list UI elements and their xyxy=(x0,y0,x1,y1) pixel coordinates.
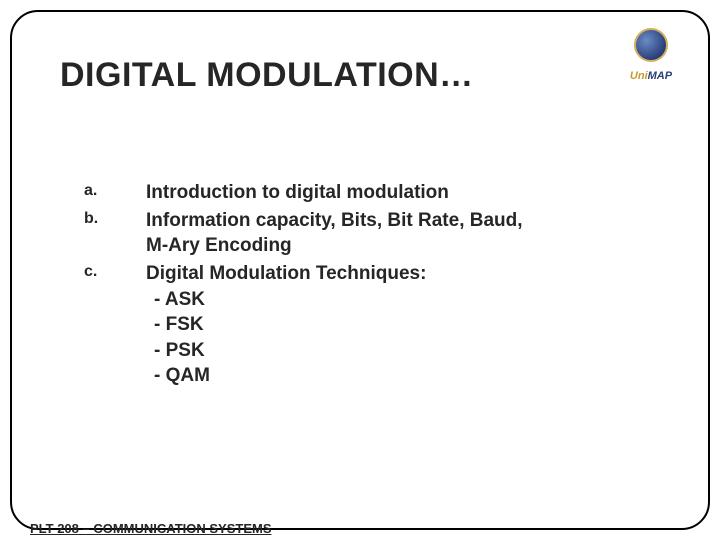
list-item-a: a. Introduction to digital modulation xyxy=(84,180,660,206)
list-body: Introduction to digital modulation xyxy=(146,180,449,206)
sub-list: - ASK - FSK - PSK - QAM xyxy=(146,287,426,390)
list-item-b: b. Information capacity, Bits, Bit Rate,… xyxy=(84,208,660,259)
sub-item: - ASK xyxy=(154,287,426,313)
list-body: Digital Modulation Techniques: - ASK - F… xyxy=(146,261,426,389)
logo-text-right: MAP xyxy=(648,70,672,82)
sub-item: - QAM xyxy=(154,363,426,389)
list-text-line2: M-Ary Encoding xyxy=(146,233,523,259)
logo-text: UniMAP xyxy=(620,70,682,82)
list-marker: a. xyxy=(84,180,146,200)
logo: UniMAP xyxy=(620,28,682,84)
logo-text-left: Uni xyxy=(630,70,648,82)
list-body: Information capacity, Bits, Bit Rate, Ba… xyxy=(146,208,523,259)
list-text-line1: Information capacity, Bits, Bit Rate, Ba… xyxy=(146,208,523,234)
logo-globe-icon xyxy=(634,28,668,62)
sub-item: - FSK xyxy=(154,312,426,338)
list-text: Introduction to digital modulation xyxy=(146,180,449,206)
slide-title: DIGITAL MODULATION… xyxy=(60,56,474,95)
sub-item: - PSK xyxy=(154,338,426,364)
content-list: a. Introduction to digital modulation b.… xyxy=(84,180,660,391)
list-item-c: c. Digital Modulation Techniques: - ASK … xyxy=(84,261,660,389)
list-text-heading: Digital Modulation Techniques: xyxy=(146,261,426,287)
list-marker: c. xyxy=(84,261,146,281)
list-marker: b. xyxy=(84,208,146,228)
footer-text: PLT 208 – COMMUNICATION SYSTEMS xyxy=(30,521,272,536)
